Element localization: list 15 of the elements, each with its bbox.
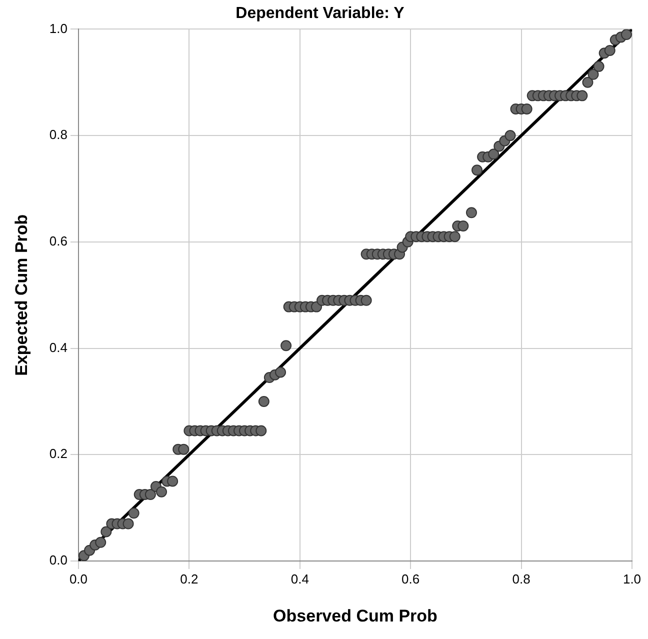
y-tick-label: 0.8 (49, 127, 68, 142)
x-tick-label: 0.0 (69, 571, 88, 586)
chart-title: Dependent Variable: Y (236, 5, 405, 22)
y-axis-title: Expected Cum Prob (12, 214, 31, 376)
x-tick-label: 0.8 (512, 571, 530, 586)
y-tick-label: 1.0 (49, 20, 68, 36)
x-tick-label: 1.0 (622, 571, 642, 586)
x-tick-label: 0.4 (290, 571, 309, 586)
y-tick-label: 0.4 (49, 340, 68, 355)
x-tick-label: 0.6 (402, 571, 420, 586)
x-axis-title: Observed Cum Prob (273, 606, 438, 626)
y-tick-label: 0.0 (49, 552, 68, 568)
y-tick-label: 0.2 (49, 446, 68, 462)
y-tick-label: 0.6 (49, 234, 68, 248)
x-tick-label: 0.2 (180, 571, 198, 586)
